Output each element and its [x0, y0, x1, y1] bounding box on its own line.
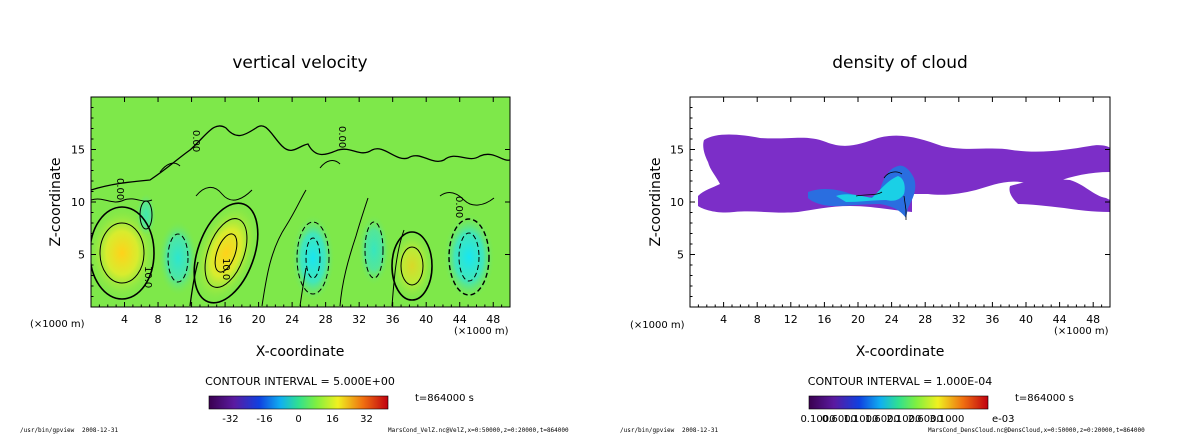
- cloud-colorbar-label: 0.6000: [822, 414, 857, 425]
- cloud-field: [698, 134, 1110, 220]
- cloud-x-tick-label: 44: [1053, 313, 1067, 326]
- cloud-chart-title: density of cloud: [832, 53, 968, 73]
- cloud-x-tick-label: 4: [720, 313, 727, 326]
- velocity-x-tick-label: 24: [285, 313, 299, 326]
- cloud-y-label: Z-coordinate: [648, 157, 664, 246]
- velocity-colorbar-label: -16: [256, 414, 272, 425]
- footer-program-right: /usr/bin/gpview: [620, 427, 675, 434]
- velocity-colorbar-label: 16: [326, 414, 339, 425]
- cloud-dense-core: [808, 165, 916, 218]
- contour-label-5: 0.00: [336, 126, 347, 148]
- cloud-y-tick-label: 10: [670, 196, 684, 209]
- velocity-colorbar: [208, 395, 389, 410]
- cloud-colorbar-label: 1.6000: [865, 414, 900, 425]
- velocity-x-tick-label: 8: [155, 313, 162, 326]
- velocity-y-tick-label: 15: [71, 144, 85, 157]
- velocity-contour-interval: CONTOUR INTERVAL = 5.000E+00: [205, 375, 395, 388]
- velocity-x-tick-label: 36: [386, 313, 400, 326]
- velocity-x-tick-label: 12: [185, 313, 199, 326]
- velocity-x-label: X-coordinate: [256, 344, 345, 360]
- footer-program-left: /usr/bin/gpview: [20, 427, 75, 434]
- velocity-y-label: Z-coordinate: [48, 157, 64, 246]
- velocity-x-tick-label: 4: [121, 313, 128, 326]
- velocity-y-tick-label: 10: [71, 196, 85, 209]
- cloud-densest-core: [836, 176, 905, 202]
- velocity-x-tick-label: 16: [218, 313, 232, 326]
- cloud-y-tick-label: 5: [677, 249, 684, 262]
- velocity-time: t=864000 s: [415, 393, 474, 404]
- cloud-contour-interval: CONTOUR INTERVAL = 1.000E-04: [808, 375, 992, 388]
- velocity-downdraft-2: [291, 214, 335, 302]
- contour-label-6: 0.00: [453, 196, 464, 218]
- velocity-x-unit-right: (×1000 m): [454, 326, 509, 337]
- velocity-downdraft-4: [443, 213, 495, 301]
- cloud-y-tick-label: 15: [670, 144, 684, 157]
- velocity-updraft-3: [390, 230, 434, 302]
- cloud-colorbar-label: 0.1000: [800, 414, 835, 425]
- cloud-x-label: X-coordinate: [856, 344, 945, 360]
- contour-label-3: 0.00: [114, 178, 125, 200]
- contour-label-4: 0.00: [190, 130, 201, 152]
- velocity-colorbar-label: 32: [360, 414, 373, 425]
- cloud-x-tick-label: 36: [985, 313, 999, 326]
- velocity-x-tick-label: 40: [419, 313, 433, 326]
- velocity-colorbar-label: -32: [222, 414, 238, 425]
- cloud-x-tick-label: 8: [754, 313, 761, 326]
- velocity-downdraft-1: [158, 220, 198, 296]
- velocity-field: 10.0 10.0 0.00 0.00 0.00 0.00: [91, 97, 510, 307]
- velocity-updraft-2: [192, 201, 260, 305]
- cloud-time: t=864000 s: [1015, 393, 1074, 404]
- velocity-chart: vertical velocity: [30, 53, 569, 434]
- velocity-contour-labels: 10.0 10.0 0.00 0.00 0.00 0.00: [114, 126, 464, 288]
- cloud-x-tick-label: 20: [851, 313, 865, 326]
- cloud-colorbar-suffix: e-03: [992, 414, 1015, 425]
- cloud-colorbar-label: 2.1000: [886, 414, 921, 425]
- velocity-x-tick-label: 48: [486, 313, 500, 326]
- cloud-colorbar-label: 2.6000: [908, 414, 943, 425]
- velocity-x-unit-left: (×1000 m): [30, 319, 85, 330]
- cloud-x-tick-label: 32: [952, 313, 966, 326]
- cloud-x-tick-label: 40: [1019, 313, 1033, 326]
- cloud-colorbar: [808, 395, 989, 410]
- velocity-x-tick-label: 28: [319, 313, 333, 326]
- velocity-x-tick-label: 20: [252, 313, 266, 326]
- velocity-colorbar-ticks: -32 -16 0 16 32: [222, 414, 373, 425]
- cloud-x-tick-label: 28: [918, 313, 932, 326]
- footer-date-left: 2008-12-31: [82, 427, 119, 434]
- velocity-y-tick-label: 5: [78, 249, 85, 262]
- velocity-contours: [91, 125, 510, 307]
- velocity-colorbar-label: 0: [295, 414, 301, 425]
- cloud-colorbar-label: 3.1000: [929, 414, 964, 425]
- cloud-colorbar-label: 1.1000: [843, 414, 878, 425]
- cloud-footer-file: MarsCond_DensCloud.nc@DensCloud,x=0:5000…: [928, 427, 1145, 434]
- velocity-x-tick-label: 32: [352, 313, 366, 326]
- cloud-x-tick-label: 16: [817, 313, 831, 326]
- cloud-chart: density of cloud 4 8 12 16 20 24 28 32 36 40 44 485…: [630, 53, 1145, 434]
- velocity-downdraft-3: [358, 214, 390, 286]
- contour-label-2: 10.0: [220, 258, 231, 280]
- cloud-region-east: [1009, 179, 1110, 212]
- cloud-x-tick-label: 48: [1086, 313, 1100, 326]
- velocity-chart-title: vertical velocity: [232, 53, 367, 73]
- cloud-x-unit-left: (×1000 m): [630, 320, 685, 331]
- velocity-footer-file: MarsCond_VelZ.nc@VelZ,x=0:50000,z=0:2000…: [388, 427, 569, 434]
- footer-date-right: 2008-12-31: [682, 427, 719, 434]
- cloud-x-unit-right: (×1000 m): [1054, 326, 1109, 337]
- contour-label-1: 10.0: [142, 266, 153, 288]
- velocity-downdraft-5: [136, 193, 156, 237]
- velocity-x-tick-label: 44: [453, 313, 467, 326]
- cloud-x-tick-label: 24: [885, 313, 899, 326]
- cloud-x-tick-label: 12: [784, 313, 798, 326]
- cloud-colorbar-ticks: 0.10000.60001.10001.60002.10002.60003.10…: [800, 414, 1014, 425]
